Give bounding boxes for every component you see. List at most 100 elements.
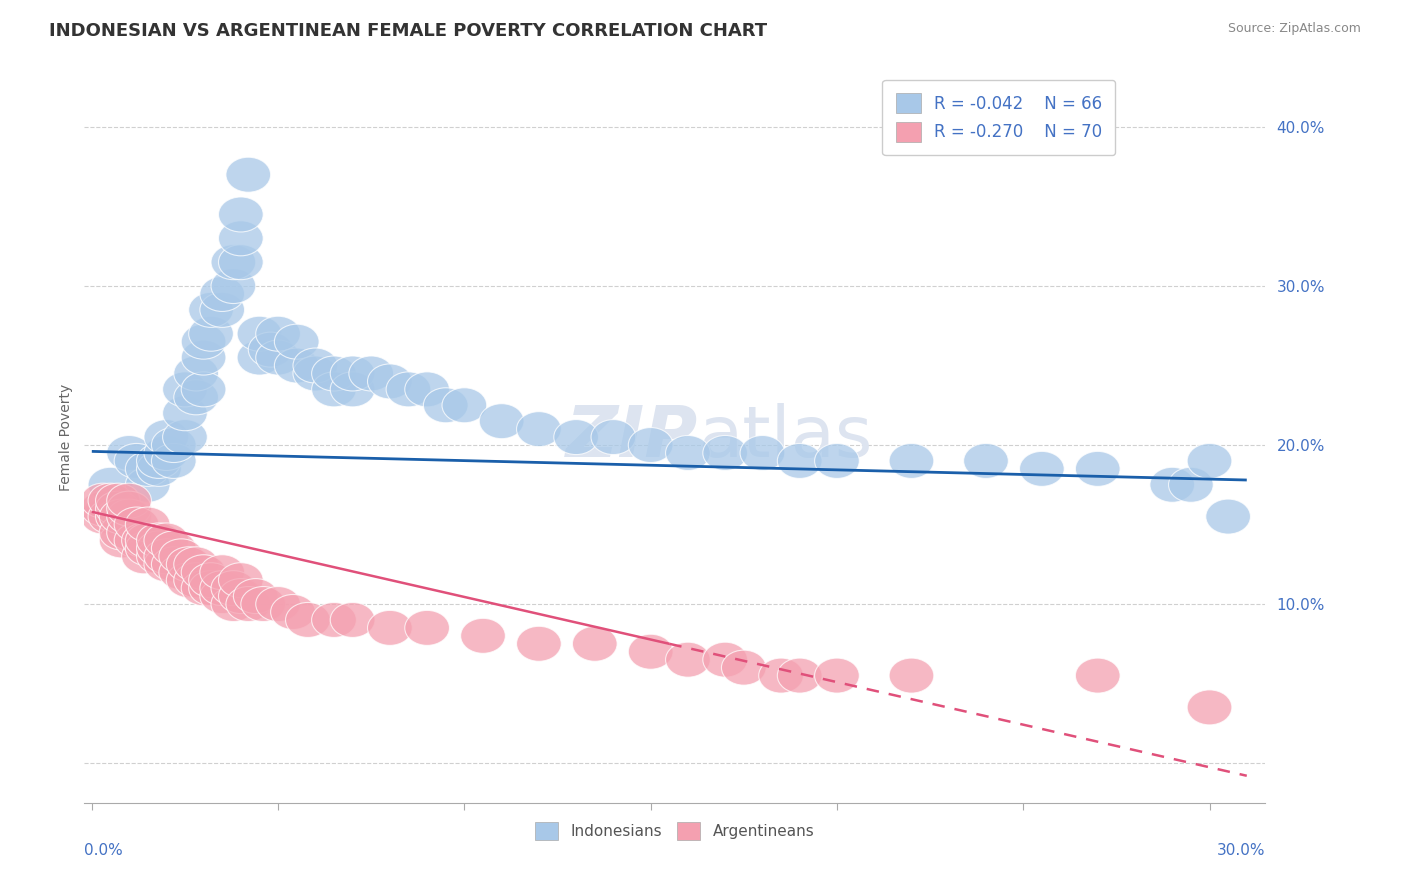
Ellipse shape [889, 443, 934, 478]
Text: ZIP: ZIP [567, 402, 699, 472]
Ellipse shape [516, 411, 561, 447]
Legend: Indonesians, Argentineans: Indonesians, Argentineans [529, 815, 821, 847]
Ellipse shape [188, 317, 233, 351]
Ellipse shape [136, 451, 181, 486]
Ellipse shape [100, 500, 143, 534]
Text: 30.0%: 30.0% [1218, 843, 1265, 858]
Ellipse shape [814, 443, 859, 478]
Text: INDONESIAN VS ARGENTINEAN FEMALE POVERTY CORRELATION CHART: INDONESIAN VS ARGENTINEAN FEMALE POVERTY… [49, 22, 768, 40]
Ellipse shape [181, 555, 226, 590]
Ellipse shape [218, 221, 263, 256]
Text: Source: ZipAtlas.com: Source: ZipAtlas.com [1227, 22, 1361, 36]
Ellipse shape [136, 531, 181, 566]
Ellipse shape [166, 563, 211, 598]
Ellipse shape [107, 483, 152, 518]
Ellipse shape [181, 372, 226, 407]
Ellipse shape [107, 500, 152, 534]
Ellipse shape [125, 451, 170, 486]
Ellipse shape [143, 419, 188, 455]
Ellipse shape [814, 658, 859, 693]
Ellipse shape [218, 197, 263, 232]
Ellipse shape [330, 372, 375, 407]
Ellipse shape [703, 435, 748, 470]
Ellipse shape [240, 587, 285, 622]
Ellipse shape [96, 491, 141, 526]
Ellipse shape [591, 419, 636, 455]
Ellipse shape [143, 523, 188, 558]
Ellipse shape [96, 483, 141, 518]
Ellipse shape [554, 419, 599, 455]
Ellipse shape [107, 515, 152, 550]
Ellipse shape [89, 500, 132, 534]
Ellipse shape [1206, 500, 1250, 534]
Ellipse shape [1150, 467, 1195, 502]
Ellipse shape [200, 555, 245, 590]
Ellipse shape [218, 563, 263, 598]
Ellipse shape [114, 507, 159, 542]
Ellipse shape [163, 419, 207, 455]
Ellipse shape [256, 317, 301, 351]
Ellipse shape [188, 571, 233, 606]
Ellipse shape [292, 356, 337, 391]
Ellipse shape [721, 650, 766, 685]
Ellipse shape [163, 396, 207, 431]
Ellipse shape [152, 443, 195, 478]
Ellipse shape [405, 610, 450, 646]
Ellipse shape [100, 523, 143, 558]
Ellipse shape [114, 443, 159, 478]
Ellipse shape [1168, 467, 1213, 502]
Ellipse shape [312, 602, 356, 638]
Ellipse shape [211, 244, 256, 280]
Ellipse shape [249, 332, 292, 368]
Ellipse shape [218, 579, 263, 614]
Ellipse shape [628, 427, 673, 463]
Text: 0.0%: 0.0% [84, 843, 124, 858]
Ellipse shape [274, 348, 319, 383]
Ellipse shape [188, 293, 233, 327]
Ellipse shape [121, 523, 166, 558]
Ellipse shape [136, 443, 181, 478]
Ellipse shape [441, 388, 486, 423]
Ellipse shape [174, 380, 218, 415]
Y-axis label: Female Poverty: Female Poverty [59, 384, 73, 491]
Ellipse shape [330, 356, 375, 391]
Ellipse shape [1019, 451, 1064, 486]
Ellipse shape [703, 642, 748, 677]
Ellipse shape [778, 443, 823, 478]
Ellipse shape [136, 539, 181, 574]
Ellipse shape [665, 642, 710, 677]
Ellipse shape [163, 372, 207, 407]
Ellipse shape [100, 515, 143, 550]
Ellipse shape [166, 547, 211, 582]
Ellipse shape [125, 507, 170, 542]
Ellipse shape [233, 579, 278, 614]
Ellipse shape [80, 483, 125, 518]
Ellipse shape [256, 340, 301, 375]
Ellipse shape [292, 348, 337, 383]
Ellipse shape [152, 531, 195, 566]
Ellipse shape [143, 547, 188, 582]
Ellipse shape [423, 388, 468, 423]
Ellipse shape [125, 523, 170, 558]
Text: atlas: atlas [699, 402, 873, 472]
Ellipse shape [312, 372, 356, 407]
Ellipse shape [200, 571, 245, 606]
Ellipse shape [1076, 658, 1121, 693]
Ellipse shape [80, 491, 125, 526]
Ellipse shape [80, 500, 125, 534]
Ellipse shape [367, 610, 412, 646]
Ellipse shape [572, 626, 617, 661]
Ellipse shape [367, 364, 412, 399]
Ellipse shape [152, 547, 195, 582]
Ellipse shape [96, 500, 141, 534]
Ellipse shape [200, 293, 245, 327]
Ellipse shape [238, 340, 281, 375]
Ellipse shape [226, 587, 270, 622]
Ellipse shape [200, 579, 245, 614]
Ellipse shape [387, 372, 430, 407]
Ellipse shape [405, 372, 450, 407]
Ellipse shape [461, 618, 505, 653]
Ellipse shape [174, 563, 218, 598]
Ellipse shape [107, 491, 152, 526]
Ellipse shape [152, 427, 195, 463]
